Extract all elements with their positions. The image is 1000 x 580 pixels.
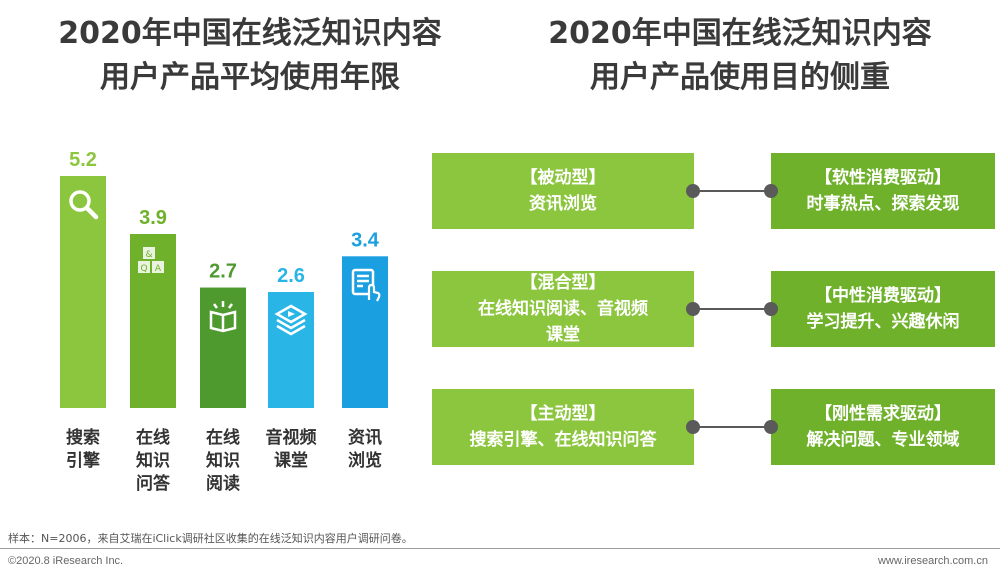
purpose-type-desc: 搜索引擎、在线知识问答: [469, 430, 657, 450]
purpose-driver-label: 【刚性需求驱动】: [815, 404, 951, 424]
svg-text:A: A: [155, 264, 162, 274]
value-label-1: 5.2: [69, 149, 97, 171]
connector-line: [694, 308, 771, 310]
value-label-4: 2.6: [277, 265, 305, 287]
svg-text:Q: Q: [140, 264, 147, 274]
source-note: 样本：N=2006，来自艾瑞在iClick调研社区收集的在线泛知识内容用户调研问…: [8, 532, 413, 545]
website-url: www.iresearch.com.cn: [877, 555, 988, 567]
purpose-driver-label: 【中性消费驱动】: [815, 286, 951, 306]
category-label-2: 知识: [135, 450, 170, 471]
category-label-2: 在线: [136, 427, 170, 448]
purpose-type-active: 【主动型】 搜索引擎、在线知识问答: [432, 389, 694, 465]
touch-document-icon: [345, 264, 385, 304]
right-chart-title: 2020年中国在线泛知识内容 用户产品使用目的侧重: [500, 12, 980, 100]
category-label-3: 在线: [206, 427, 240, 448]
right-title-line-1: 2020年中国在线泛知识内容: [548, 16, 932, 51]
purpose-driver-desc: 学习提升、兴趣休闲: [806, 312, 960, 332]
bar-3: [200, 287, 246, 408]
category-label-3: 阅读: [206, 473, 240, 494]
category-label-1: 引擎: [66, 450, 101, 471]
category-label-5: 浏览: [348, 450, 382, 471]
left-chart-title: 2020年中国在线泛知识内容 用户产品平均使用年限: [20, 12, 480, 100]
connector-line: [694, 190, 771, 192]
purpose-type-desc: 在线知识阅读、音视频: [478, 299, 648, 319]
value-label-5: 3.4: [351, 229, 380, 251]
purpose-driver-rigid: 【刚性需求驱动】 解决问题、专业领域: [771, 389, 995, 465]
category-label-2: 问答: [136, 473, 171, 494]
connector-dot: [686, 184, 700, 198]
value-label-2: 3.9: [139, 207, 167, 229]
purpose-driver-label: 【软性消费驱动】: [815, 168, 951, 188]
search-icon: [63, 184, 103, 224]
connector-line: [694, 426, 771, 428]
svg-text:&: &: [145, 250, 152, 260]
bar-4: [268, 292, 314, 408]
category-label-4: 音视频: [266, 427, 317, 448]
connector-dot: [764, 302, 778, 316]
connector-dot: [686, 302, 700, 316]
purpose-type-passive: 【被动型】 资讯浏览: [432, 153, 694, 229]
purpose-type-label: 【混合型】: [520, 273, 606, 293]
value-label-3: 2.7: [209, 261, 237, 283]
purpose-type-desc-continued: 课堂: [546, 325, 580, 345]
purpose-type-desc: 资讯浏览: [529, 194, 597, 214]
bar-1: [60, 176, 106, 408]
video-layers-icon: [271, 300, 311, 340]
connector-dot: [764, 184, 778, 198]
copyright-text: ©2020.8 iResearch Inc.: [8, 555, 124, 567]
left-title-line-1: 2020年中国在线泛知识内容: [58, 16, 442, 51]
purpose-driver-desc: 时事热点、探索发现: [806, 194, 960, 214]
purpose-driver-desc: 解决问题、专业领域: [806, 430, 960, 450]
connector-dot: [764, 420, 778, 434]
purpose-driver-soft: 【软性消费驱动】 时事热点、探索发现: [771, 153, 995, 229]
qa-blocks-icon: & Q A: [133, 242, 173, 282]
category-label-4: 课堂: [274, 450, 308, 471]
category-label-1: 搜索: [66, 427, 100, 448]
purpose-driver-neutral: 【中性消费驱动】 学习提升、兴趣休闲: [771, 271, 995, 347]
left-title-line-2: 用户产品平均使用年限: [100, 60, 400, 95]
purpose-type-label: 【主动型】: [520, 404, 606, 424]
category-label-3: 知识: [205, 450, 240, 471]
open-book-icon: [203, 296, 243, 336]
connector-dot: [686, 420, 700, 434]
purpose-type-mixed: 【混合型】 在线知识阅读、音视频 课堂: [432, 271, 694, 347]
footer-divider: [0, 548, 1000, 549]
right-title-line-2: 用户产品使用目的侧重: [590, 60, 890, 95]
category-label-5: 资讯: [348, 427, 382, 448]
purpose-type-label: 【被动型】: [520, 168, 606, 188]
